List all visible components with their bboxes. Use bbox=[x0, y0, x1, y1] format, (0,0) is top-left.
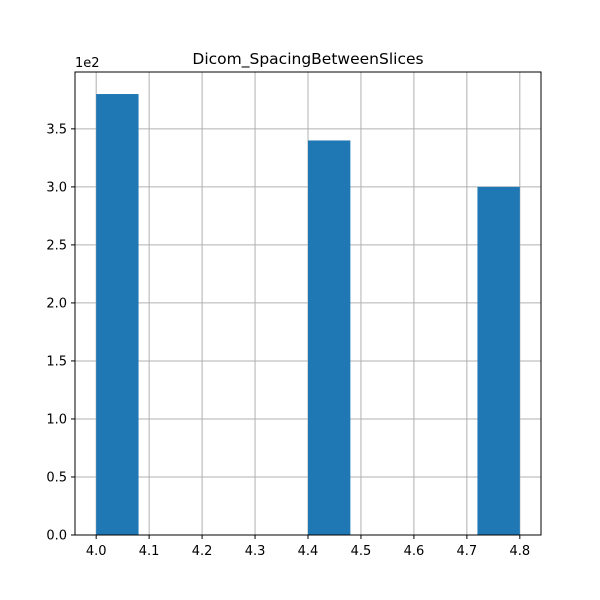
ticks-layer: 4.0 4.1 4.2 4.3 4.4 4.5 4.6 4.7 4.8 0.0 0.5 1.0 1.5 2… bbox=[46, 122, 530, 559]
y-tick-label: 3.0 bbox=[46, 180, 67, 195]
y-tick-label: 3.5 bbox=[46, 122, 67, 137]
y-tick-label: 1.5 bbox=[46, 354, 67, 369]
x-tick-label: 4.5 bbox=[351, 544, 372, 559]
y-tick-label: 2.0 bbox=[46, 296, 67, 311]
histogram-bar bbox=[477, 186, 520, 535]
chart-title: Dicom_SpacingBetweenSlices bbox=[192, 50, 423, 69]
x-tick-label: 4.2 bbox=[192, 544, 213, 559]
histogram-bar bbox=[308, 140, 351, 535]
x-tick-label: 4.3 bbox=[245, 544, 266, 559]
y-tick-label: 2.5 bbox=[46, 238, 67, 253]
x-tick-label: 4.7 bbox=[457, 544, 478, 559]
x-tick-label: 4.1 bbox=[139, 544, 160, 559]
x-tick-label: 4.8 bbox=[509, 544, 530, 559]
y-axis-offset-label: 1e2 bbox=[75, 56, 100, 71]
histogram-bar bbox=[96, 94, 139, 536]
y-tick-label: 1.0 bbox=[46, 412, 67, 427]
x-tick-label: 4.0 bbox=[86, 544, 107, 559]
bars-layer bbox=[96, 94, 520, 536]
y-tick-label: 0.0 bbox=[46, 529, 67, 544]
x-tick-label: 4.6 bbox=[404, 544, 425, 559]
y-tick-label: 0.5 bbox=[46, 470, 67, 485]
x-tick-label: 4.4 bbox=[298, 544, 319, 559]
